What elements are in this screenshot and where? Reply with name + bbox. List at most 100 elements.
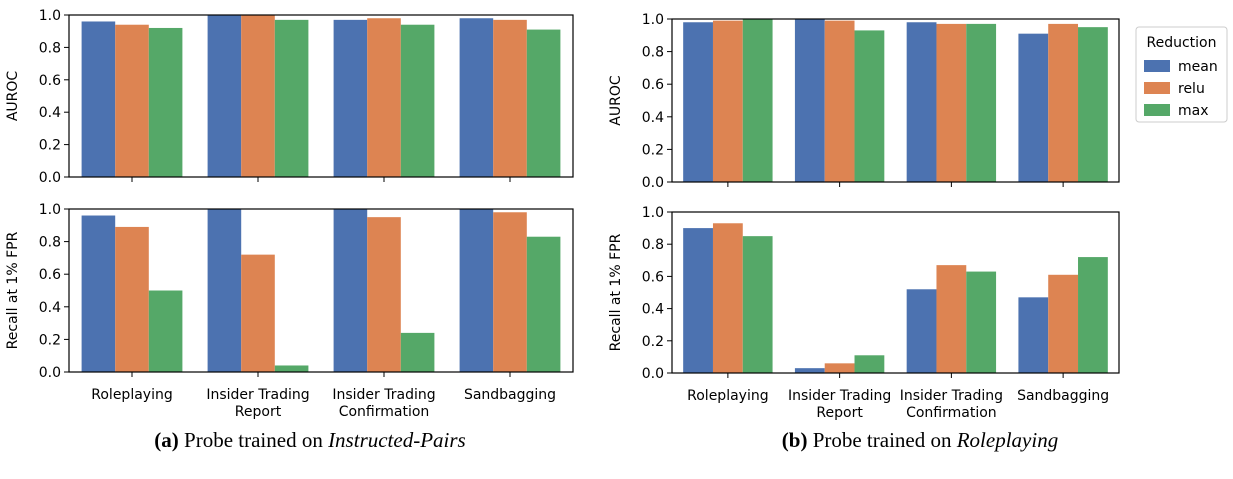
ylabel-a-auroc: AUROC bbox=[5, 71, 21, 122]
xtick-label-a-recall-2: Insider Trading bbox=[332, 387, 435, 403]
bar-a-recall-max-1 bbox=[274, 365, 309, 372]
xtick-label-b-recall-2: Confirmation bbox=[906, 405, 997, 421]
ytick-label-b-auroc: 0.8 bbox=[642, 45, 664, 61]
caption-b-text: Probe trained on bbox=[807, 428, 957, 452]
bar-b-recall-relu-2 bbox=[936, 265, 967, 373]
caption-b: (b) Probe trained on Roleplaying bbox=[720, 425, 1120, 455]
xtick-label-a-recall-3: Sandbagging bbox=[464, 387, 556, 403]
legend-box bbox=[1135, 26, 1228, 123]
bar-b-auroc-relu-3 bbox=[1048, 23, 1079, 182]
ytick-label-b-auroc: 1.0 bbox=[642, 12, 664, 28]
ytick-label-b-recall: 0.2 bbox=[642, 334, 664, 350]
ytick-label-a-auroc: 1.0 bbox=[39, 8, 61, 24]
bar-a-recall-relu-1 bbox=[241, 254, 275, 372]
bar-a-auroc-relu-2 bbox=[367, 18, 401, 177]
legend-swatch-relu bbox=[1144, 82, 1170, 94]
bar-a-auroc-max-3 bbox=[526, 29, 561, 177]
bar-b-recall-mean-0 bbox=[683, 228, 713, 373]
bar-b-recall-max-2 bbox=[966, 271, 997, 373]
bar-a-recall-max-0 bbox=[148, 290, 183, 372]
bar-b-auroc-mean-2 bbox=[906, 22, 937, 183]
bar-b-recall-relu-3 bbox=[1048, 274, 1079, 373]
bar-b-auroc-relu-0 bbox=[712, 20, 743, 182]
xtick-label-a-recall-1: Report bbox=[235, 404, 282, 420]
bar-b-recall-max-1 bbox=[854, 355, 885, 373]
ytick-label-b-recall: 1.0 bbox=[642, 205, 664, 221]
ytick-label-a-auroc: 0.8 bbox=[39, 40, 61, 56]
bar-a-recall-max-3 bbox=[526, 236, 561, 372]
ytick-label-a-recall: 1.0 bbox=[39, 202, 61, 218]
bar-b-recall-relu-0 bbox=[712, 223, 743, 373]
legend-swatch-max bbox=[1144, 104, 1170, 116]
chart-panel-a-recall: 0.0 0.2 0.4 0.6 0.8 1.0 Recall at 1% FPR Rolepl… bbox=[5, 202, 574, 420]
ylabel-b-auroc: AUROC bbox=[608, 75, 624, 126]
caption-a-emphasis: Instructed-Pairs bbox=[328, 428, 466, 452]
legend-label-relu: relu bbox=[1178, 81, 1205, 97]
bar-a-auroc-mean-0 bbox=[81, 21, 116, 178]
ytick-label-b-recall: 0.0 bbox=[642, 366, 664, 382]
ytick-label-a-recall: 0.4 bbox=[39, 300, 61, 316]
ytick-label-a-recall: 0.0 bbox=[39, 365, 61, 381]
axes-frame-b-auroc bbox=[671, 18, 1120, 183]
bar-a-recall-mean-1 bbox=[207, 209, 242, 372]
bar-a-auroc-mean-3 bbox=[459, 18, 494, 177]
bar-a-auroc-max-1 bbox=[274, 19, 309, 177]
xtick-label-b-recall-3: Sandbagging bbox=[1017, 388, 1109, 404]
bar-a-recall-mean-2 bbox=[333, 209, 368, 372]
legend-title: Reduction bbox=[1147, 35, 1217, 51]
bar-a-auroc-relu-0 bbox=[115, 24, 149, 177]
bar-b-recall-mean-2 bbox=[906, 289, 937, 373]
ytick-label-a-recall: 0.6 bbox=[39, 267, 61, 283]
bar-a-recall-mean-3 bbox=[459, 209, 494, 372]
bar-b-auroc-mean-3 bbox=[1018, 33, 1049, 182]
ytick-label-a-auroc: 0.4 bbox=[39, 105, 61, 121]
bar-a-recall-relu-0 bbox=[115, 226, 149, 372]
bar-a-recall-max-2 bbox=[400, 332, 435, 372]
bar-b-recall-max-0 bbox=[742, 236, 773, 373]
axes-frame-b-recall bbox=[671, 211, 1120, 374]
bar-a-recall-relu-3 bbox=[493, 212, 527, 372]
legend-label-mean: mean bbox=[1178, 59, 1218, 75]
bar-b-auroc-mean-0 bbox=[683, 22, 713, 183]
bar-b-auroc-max-2 bbox=[966, 23, 997, 182]
xtick-label-b-recall-1: Insider Trading bbox=[788, 388, 891, 404]
caption-a-text: Probe trained on bbox=[178, 428, 329, 452]
chart-panel-a-auroc: 0.0 0.2 0.4 0.6 0.8 1.0 AUROC bbox=[5, 8, 574, 186]
ytick-label-a-auroc: 0.0 bbox=[39, 170, 61, 186]
ytick-label-b-recall: 0.8 bbox=[642, 237, 664, 253]
bar-b-recall-mean-3 bbox=[1018, 297, 1049, 373]
caption-b-emphasis: Roleplaying bbox=[956, 428, 1059, 452]
bar-a-auroc-mean-1 bbox=[207, 15, 242, 177]
ytick-label-b-recall: 0.4 bbox=[642, 302, 664, 318]
axes-frame-a-recall bbox=[68, 208, 574, 373]
bar-a-auroc-relu-3 bbox=[493, 19, 527, 177]
xtick-label-a-recall-2: Confirmation bbox=[339, 404, 430, 420]
legend-swatch-mean bbox=[1144, 60, 1170, 72]
bar-b-auroc-mean-1 bbox=[794, 19, 825, 182]
bar-a-auroc-max-2 bbox=[400, 24, 435, 177]
ytick-label-a-auroc: 0.6 bbox=[39, 73, 61, 89]
bar-b-recall-mean-1 bbox=[794, 368, 825, 373]
ytick-label-b-auroc: 0.6 bbox=[642, 77, 664, 93]
xtick-label-a-recall-1: Insider Trading bbox=[206, 387, 309, 403]
xtick-label-b-recall-1: Report bbox=[816, 405, 863, 421]
xtick-label-a-recall-0: Roleplaying bbox=[91, 387, 172, 403]
bar-a-recall-mean-0 bbox=[81, 215, 116, 372]
ytick-label-a-auroc: 0.2 bbox=[39, 138, 61, 154]
bar-b-auroc-relu-1 bbox=[824, 20, 855, 182]
bar-a-recall-relu-2 bbox=[367, 217, 401, 372]
bar-a-auroc-relu-1 bbox=[241, 15, 275, 177]
caption-a-label: (a) bbox=[154, 428, 179, 452]
bar-b-auroc-max-3 bbox=[1078, 27, 1108, 183]
ytick-label-b-auroc: 0.0 bbox=[642, 175, 664, 191]
ytick-label-b-recall: 0.6 bbox=[642, 269, 664, 285]
axes-frame-a-auroc bbox=[68, 14, 574, 178]
xtick-label-b-recall-2: Insider Trading bbox=[900, 388, 1003, 404]
caption-b-label: (b) bbox=[781, 428, 808, 452]
bar-a-auroc-max-0 bbox=[148, 27, 183, 178]
ytick-label-b-auroc: 0.4 bbox=[642, 110, 664, 126]
bar-b-recall-max-3 bbox=[1078, 257, 1108, 373]
bar-b-recall-relu-1 bbox=[824, 363, 855, 373]
